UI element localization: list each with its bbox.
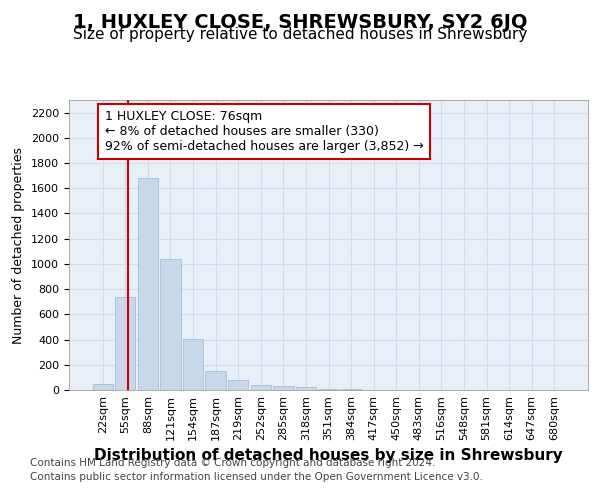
Bar	[273, 386, 293, 390]
X-axis label: Distribution of detached houses by size in Shrewsbury: Distribution of detached houses by size …	[94, 448, 563, 463]
Text: Contains public sector information licensed under the Open Government Licence v3: Contains public sector information licen…	[30, 472, 483, 482]
Bar	[160, 259, 181, 390]
Bar	[296, 388, 316, 390]
Bar	[183, 339, 203, 390]
Bar	[205, 371, 226, 390]
Bar	[319, 388, 338, 390]
Bar	[251, 385, 271, 390]
Bar	[92, 384, 113, 390]
Text: 1 HUXLEY CLOSE: 76sqm
← 8% of detached houses are smaller (330)
92% of semi-deta: 1 HUXLEY CLOSE: 76sqm ← 8% of detached h…	[104, 110, 424, 153]
Bar	[138, 178, 158, 390]
Text: 1, HUXLEY CLOSE, SHREWSBURY, SY2 6JQ: 1, HUXLEY CLOSE, SHREWSBURY, SY2 6JQ	[73, 12, 527, 32]
Bar	[228, 380, 248, 390]
Text: Size of property relative to detached houses in Shrewsbury: Size of property relative to detached ho…	[73, 28, 527, 42]
Y-axis label: Number of detached properties: Number of detached properties	[13, 146, 25, 344]
Bar	[115, 296, 136, 390]
Text: Contains HM Land Registry data © Crown copyright and database right 2024.: Contains HM Land Registry data © Crown c…	[30, 458, 436, 468]
